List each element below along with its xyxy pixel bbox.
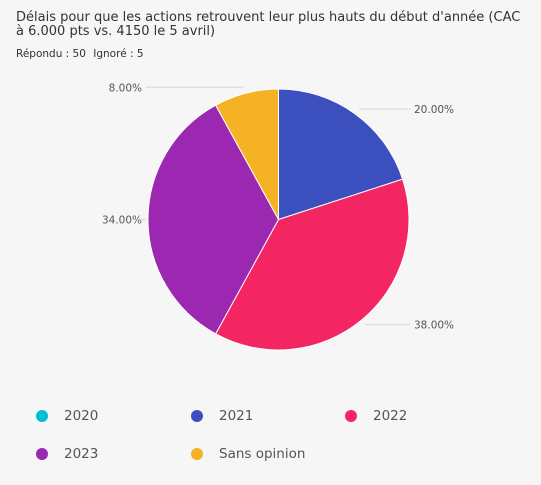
pie-slice-2023[interactable]: [147, 104, 280, 335]
answered-count: Répondu : 50: [16, 48, 86, 60]
pie-slice-2021[interactable]: [278, 88, 404, 221]
legend-item-2022[interactable]: 2022: [345, 408, 407, 424]
legend-swatch-icon: [345, 410, 357, 422]
legend-label: 2023: [64, 446, 99, 462]
pie-chart: 20.00% 38.00% 34.00% 8.00%: [102, 82, 454, 351]
legend-swatch-icon: [36, 410, 48, 422]
data-label: 20.00%: [414, 104, 454, 116]
legend-swatch-icon: [191, 410, 203, 422]
pie-slice-sans-opinion[interactable]: [214, 88, 279, 220]
response-stats: Répondu : 50 Ignoré : 5: [16, 48, 148, 60]
legend-swatch-icon: [191, 448, 203, 460]
data-label: 34.00%: [102, 215, 142, 227]
legend-swatch-icon: [36, 448, 48, 460]
legend-item-2023[interactable]: 2023: [36, 446, 98, 462]
legend-label: 2020: [64, 408, 99, 424]
legend-label: 2022: [373, 408, 408, 424]
legend-item-2020[interactable]: 2020: [36, 408, 98, 424]
ignored-count: Ignoré : 5: [93, 48, 144, 60]
data-label: 8.00%: [109, 82, 142, 94]
pie-slice-2022[interactable]: [214, 178, 410, 351]
data-label: 38.00%: [414, 320, 454, 332]
chart-title: Délais pour que les actions retrouvent l…: [16, 10, 521, 39]
legend-label: Sans opinion: [219, 446, 306, 462]
legend-item-sans-opinion[interactable]: Sans opinion: [191, 446, 305, 462]
legend-label: 2021: [219, 408, 254, 424]
legend-item-2021[interactable]: 2021: [191, 408, 253, 424]
